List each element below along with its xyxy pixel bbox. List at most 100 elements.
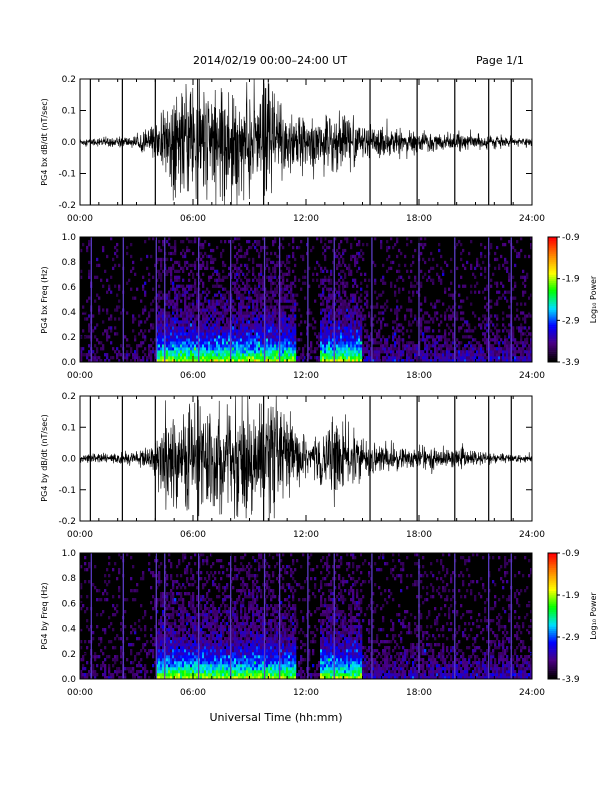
spectrogram-cell: [248, 335, 251, 339]
spectrogram-cell: [276, 260, 279, 265]
spectrogram-cell: [180, 673, 183, 677]
spectrogram-cell: [160, 634, 163, 638]
spectrogram-cell: [258, 311, 261, 315]
spectrogram-cell: [158, 239, 161, 244]
spectrogram-cell: [290, 293, 293, 297]
spectrogram-cell: [336, 281, 339, 285]
spectrogram-cell: [166, 646, 169, 650]
spectrogram-cell: [350, 308, 353, 312]
spectrogram-cell: [438, 323, 441, 327]
spectrogram-cell: [238, 275, 241, 279]
spectrogram-cell: [344, 311, 347, 315]
spectrogram-cell: [316, 278, 319, 282]
spectrogram-cell: [330, 350, 333, 354]
spectrogram-cell: [334, 311, 337, 315]
spectrogram-cell: [114, 562, 117, 566]
spectrogram-cell: [350, 242, 353, 247]
spectrogram-cell: [320, 281, 323, 285]
spectrogram-cell: [442, 359, 445, 363]
spectrogram-cell: [238, 254, 241, 259]
spectrogram-cell: [350, 272, 353, 276]
spectrogram-cell: [130, 242, 133, 247]
spectrogram-cell: [234, 263, 237, 268]
spectrogram-cell: [170, 592, 173, 596]
spectrogram-cell: [302, 353, 305, 357]
spectrogram-cell: [126, 281, 129, 285]
spectrogram-cell: [400, 275, 403, 279]
spectrogram-cell: [224, 326, 227, 330]
spectrogram-cell: [288, 341, 291, 345]
spectrogram-cell: [274, 335, 277, 339]
spectrogram-cell: [244, 338, 247, 342]
spectrogram-cell: [468, 323, 471, 327]
spectrogram-cell: [142, 275, 145, 279]
spectrogram-cell: [248, 341, 251, 345]
spectrogram-cell: [276, 341, 279, 345]
spectrogram-cell: [234, 347, 237, 351]
spectrogram-cell: [176, 335, 179, 339]
spectrogram-cell: [374, 350, 377, 354]
spectrogram-cell: [452, 356, 455, 360]
spectrogram-cell: [512, 347, 515, 351]
spectrogram-cell: [156, 667, 159, 671]
spectrogram-cell: [348, 329, 351, 333]
spectrogram-cell: [224, 275, 227, 279]
y-axis-label: PG4 bx Freq (Hz): [40, 266, 49, 333]
spectrogram-cell: [240, 323, 243, 327]
spectrogram-cell: [238, 347, 241, 351]
spectrogram-cell: [158, 335, 161, 339]
spectrogram-cell: [268, 314, 271, 318]
spectrogram-cell: [104, 574, 107, 578]
spectrogram-cell: [102, 245, 105, 250]
spectrogram-cell: [326, 326, 329, 330]
spectrogram-cell: [360, 359, 363, 363]
spectrogram-cell: [176, 655, 179, 659]
spectrogram-cell: [522, 293, 525, 297]
spectrogram-cell: [204, 296, 207, 300]
spectrogram-cell: [370, 317, 373, 321]
spectrogram-cell: [366, 359, 369, 363]
spectrogram-cell: [170, 251, 173, 256]
spectrogram-cell: [368, 278, 371, 282]
spectrogram-cell: [476, 350, 479, 354]
spectrogram-cell: [334, 359, 337, 363]
spectrogram-cell: [216, 332, 219, 336]
spectrogram-cell: [412, 260, 415, 265]
spectrogram-cell: [98, 589, 101, 593]
spectrogram-cell: [320, 350, 323, 354]
spectrogram-cell: [360, 293, 363, 297]
spectrogram-cell: [130, 287, 133, 291]
spectrogram-cell: [204, 290, 207, 294]
spectrogram-cell: [300, 320, 303, 324]
spectrogram-cell: [172, 667, 175, 671]
spectrogram-cell: [334, 344, 337, 348]
spectrogram-cell: [222, 326, 225, 330]
spectrogram-cell: [290, 305, 293, 309]
colorbar-segment: [548, 314, 557, 317]
spectrogram-cell: [496, 347, 499, 351]
spectrogram-cell: [506, 344, 509, 348]
spectrogram-cell: [288, 314, 291, 318]
spectrogram-cell: [358, 359, 361, 363]
colorbar-segment: [548, 295, 557, 298]
colorbar-segment: [548, 332, 557, 336]
spectrogram-cell: [348, 326, 351, 330]
spectrogram-cell: [182, 661, 185, 665]
spectrogram-cell: [218, 359, 221, 363]
spectrogram-cell: [214, 329, 217, 333]
spectrogram-cell: [498, 263, 501, 268]
spectrogram-cell: [166, 577, 169, 581]
spectrogram-cell: [494, 350, 497, 354]
spectrogram-cell: [200, 257, 203, 262]
spectrogram-cell: [144, 664, 147, 668]
spectrogram-cell: [280, 281, 283, 285]
spectrogram-cell: [466, 359, 469, 363]
spectrogram-cell: [400, 305, 403, 309]
spectrogram-cell: [236, 335, 239, 339]
spectrogram-cell: [136, 637, 139, 641]
spectrogram-cell: [86, 356, 89, 360]
spectrogram-cell: [178, 667, 181, 671]
spectrogram-cell: [174, 332, 177, 336]
spectrogram-cell: [108, 556, 111, 560]
spectrogram-cell: [260, 320, 263, 324]
